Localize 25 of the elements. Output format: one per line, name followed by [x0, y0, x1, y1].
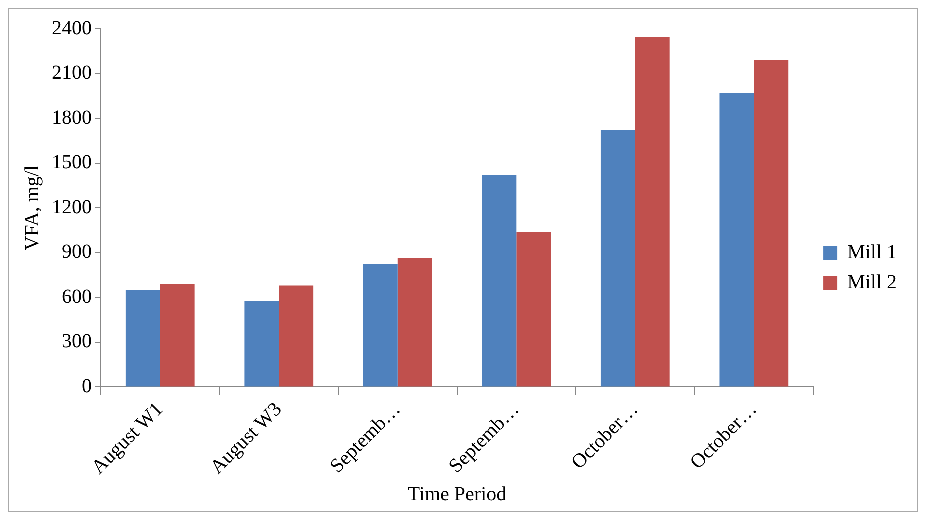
y-tick-label: 1500 — [52, 152, 92, 174]
y-tick-label: 600 — [62, 286, 92, 308]
legend-label: Mill 2 — [848, 271, 897, 294]
y-tick-label: 2400 — [52, 17, 92, 40]
bar — [635, 37, 670, 387]
bar — [160, 284, 195, 387]
y-axis-title: VFA, mg/l — [21, 165, 44, 251]
y-tick-label: 1800 — [52, 106, 92, 129]
bar — [126, 290, 160, 387]
y-tick-label: 2100 — [52, 62, 92, 84]
bar — [600, 130, 636, 387]
y-tick-label: 1200 — [52, 196, 92, 218]
x-axis-title: Time Period — [408, 483, 507, 506]
bar — [398, 258, 432, 387]
bar — [363, 264, 398, 387]
y-tick-label: 0 — [82, 375, 92, 398]
bar — [482, 175, 517, 387]
bar — [516, 232, 552, 387]
y-tick-label: 300 — [62, 330, 92, 353]
bar — [754, 60, 789, 387]
bar — [720, 93, 754, 387]
bar — [279, 286, 314, 387]
legend-label: Mill 1 — [848, 241, 897, 264]
bar — [244, 301, 280, 387]
y-tick-label: 900 — [62, 241, 92, 264]
